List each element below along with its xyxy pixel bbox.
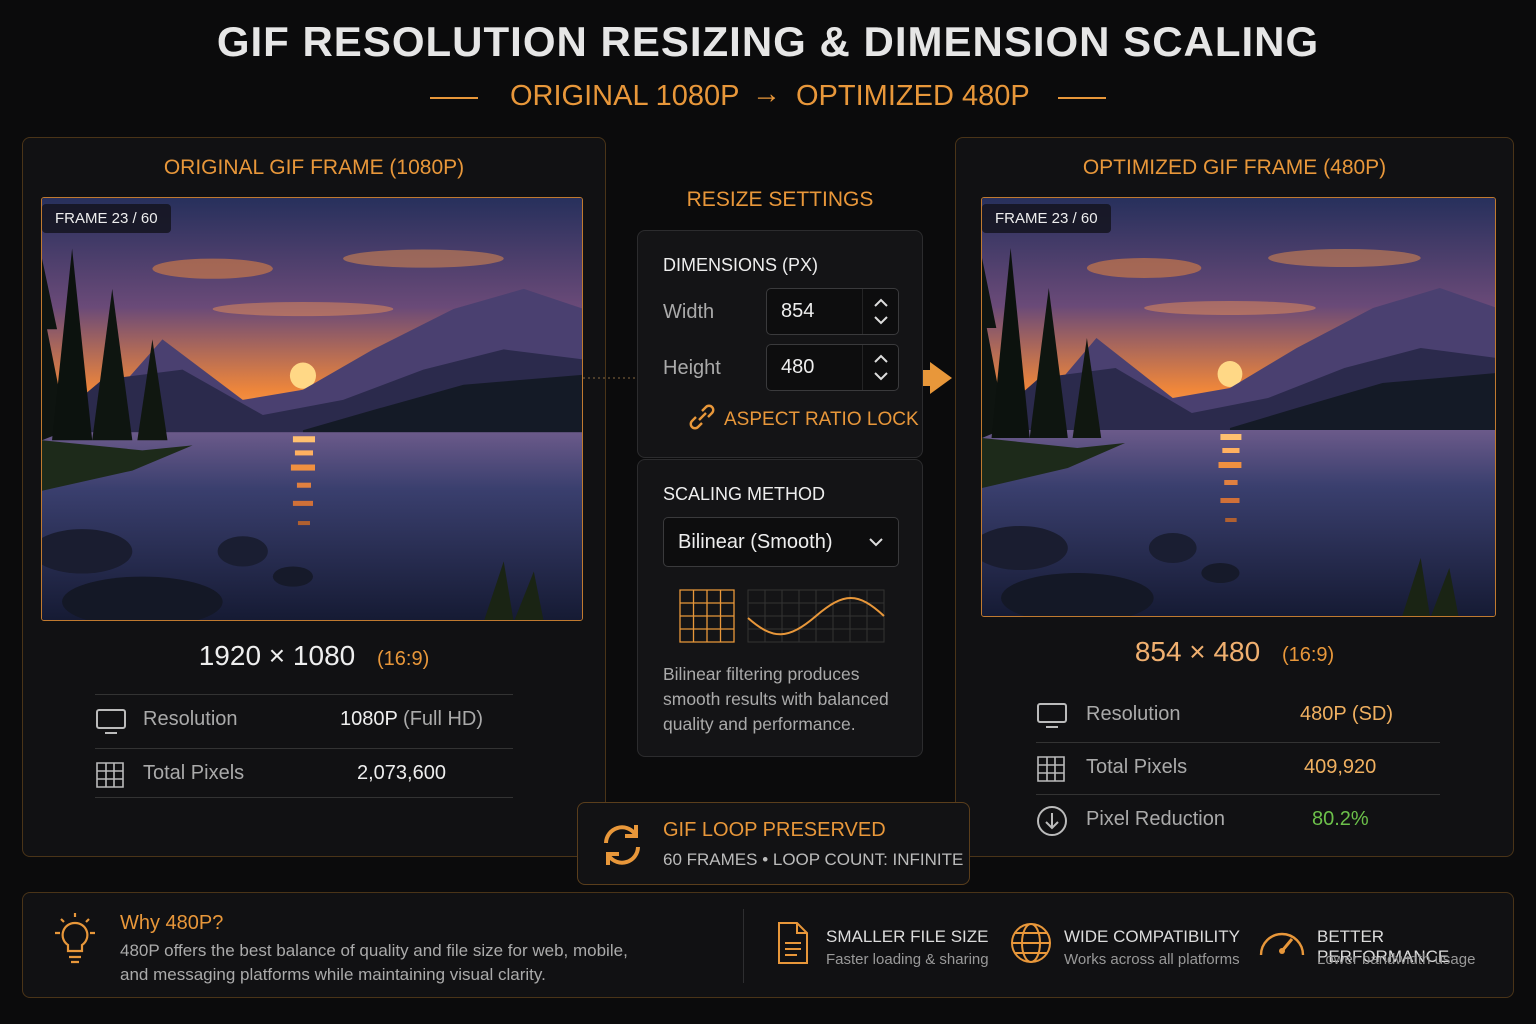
field-label: Height (663, 357, 721, 379)
row-label: Resolution (143, 708, 238, 730)
link-icon[interactable] (686, 401, 718, 433)
scaling-select[interactable]: Bilinear (Smooth) (663, 517, 899, 567)
down-icon (1037, 806, 1067, 836)
settings-title: RESIZE SETTINGS (686, 188, 874, 211)
title: GIF RESOLUTION RESIZING & DIMENSION SCAL… (216, 18, 1320, 65)
method-graphic (679, 589, 885, 643)
loop-box: GIF LOOP PRESERVED 60 FRAMES • LOOP COUN… (577, 802, 970, 885)
dims: 1920 × 1080 (198, 640, 356, 671)
info-row: Total Pixels 2,073,600 (95, 748, 513, 798)
monitor-icon (1037, 703, 1067, 728)
gauge-icon (1259, 932, 1305, 956)
divider (743, 909, 744, 983)
feature-title: SMALLER FILE SIZE (826, 927, 989, 946)
feature-title: BETTER PERFORMANCE (1317, 927, 1450, 966)
dims: 854 × 480 (1134, 636, 1261, 667)
subtitle-to: OPTIMIZED 480P (796, 80, 1030, 112)
file-icon (778, 922, 808, 964)
row-value: 409,920 (1304, 756, 1377, 778)
row-label: Total Pixels (1086, 756, 1188, 778)
field-value: 480 (781, 356, 815, 378)
rule (430, 97, 478, 99)
box-label: DIMENSIONS (PX) (663, 255, 819, 275)
field-value: 854 (781, 300, 815, 322)
row-value: 480P (SD) (1300, 702, 1394, 725)
chevron (869, 538, 883, 547)
value-note: (Full HD) (403, 708, 484, 730)
frame-badge: FRAME 23 / 60 (982, 204, 1111, 233)
arrow-glyph: → (752, 78, 781, 110)
width-input[interactable]: 854 (766, 288, 899, 335)
row-value: 80.2% (1312, 808, 1369, 830)
frame-image (42, 198, 583, 621)
value: 1080P (340, 708, 398, 730)
row-label: Resolution (1086, 702, 1181, 725)
dimensions-box: DIMENSIONS (PX) Width 854 Height 480 ASP… (637, 230, 923, 458)
loop-detail: 60 FRAMES • LOOP COUNT: INFINITE (663, 850, 964, 869)
ratio: (16:9) (377, 648, 430, 670)
feature-text: Works across all platforms (1064, 951, 1240, 968)
bulb-icon (55, 913, 95, 964)
box-label: SCALING METHOD (663, 484, 826, 504)
original-panel: ORIGINAL GIF FRAME (1080P) FRAME 23 / 60… (22, 137, 606, 857)
field-label: Width (663, 301, 715, 323)
footer: Why 480P? 480P offers the best balance o… (22, 892, 1514, 998)
frame-badge: FRAME 23 / 60 (42, 204, 171, 233)
grid-icon (96, 762, 124, 788)
ratio: (16:9) (1281, 644, 1335, 666)
info-row: Total Pixels 409,920 (1036, 742, 1440, 792)
info-row: Resolution 1080P (Full HD) (95, 694, 513, 744)
loop-icon (604, 825, 640, 865)
feature-title: WIDE COMPATIBILITY (1064, 927, 1240, 946)
why-title: Why 480P? (120, 912, 224, 934)
row-label: Pixel Reduction (1086, 808, 1225, 830)
scaling-box: SCALING METHOD Bilinear (Smooth) Bilinea… (637, 459, 923, 757)
row-label: Total Pixels (143, 761, 245, 784)
why-text: 480P offers the best balance of quality … (120, 941, 628, 984)
stepper[interactable] (862, 345, 900, 390)
rule (1058, 97, 1106, 99)
subtitle-from: ORIGINAL 1080P (510, 80, 740, 112)
height-input[interactable]: 480 (766, 344, 899, 391)
info-row: Pixel Reduction 80.2% (1036, 794, 1440, 844)
select-value: Bilinear (Smooth) (678, 530, 833, 553)
loop-title: GIF LOOP PRESERVED (663, 819, 886, 841)
row-value: 2,073,600 (357, 761, 446, 784)
stepper[interactable] (862, 289, 900, 334)
frame-image (982, 198, 1496, 617)
row-value: 1080P (Full HD) (340, 708, 483, 731)
panel-title: OPTIMIZED GIF FRAME (480P) (1082, 156, 1387, 179)
panel-title: ORIGINAL GIF FRAME (1080P) (163, 156, 465, 179)
grid-icon (1037, 756, 1065, 782)
feature-text: Lower bandwidth usage (1317, 951, 1476, 968)
aspect-lock[interactable]: ASPECT RATIO LOCK (724, 409, 919, 430)
optimized-panel: OPTIMIZED GIF FRAME (480P) FRAME 23 / 60… (955, 137, 1514, 857)
monitor-icon (96, 709, 126, 734)
info-row: Resolution 480P (SD) (1036, 689, 1440, 739)
scaling-note: Bilinear filtering produces smooth resul… (663, 664, 889, 734)
dimensions: 1920 × 1080 (16:9) (23, 640, 605, 672)
original-frame: FRAME 23 / 60 (41, 197, 583, 621)
feature-text: Faster loading & sharing (826, 951, 989, 968)
globe-icon (1011, 923, 1051, 963)
dimensions: 854 × 480 (16:9) (956, 636, 1513, 668)
optimized-frame: FRAME 23 / 60 (981, 197, 1496, 617)
